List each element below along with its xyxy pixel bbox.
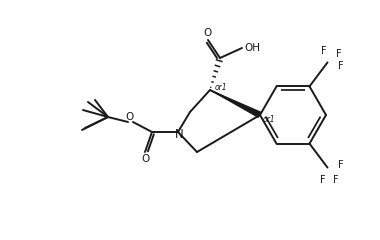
Text: O: O (126, 112, 134, 122)
Text: O: O (141, 154, 149, 164)
Text: F: F (338, 61, 343, 72)
Text: F: F (320, 174, 325, 185)
Polygon shape (210, 90, 261, 118)
Text: N: N (175, 127, 184, 140)
Text: O: O (204, 28, 212, 38)
Text: F: F (336, 49, 341, 60)
Text: F: F (321, 46, 326, 56)
Text: OH: OH (244, 43, 260, 53)
Text: or1: or1 (215, 83, 228, 91)
Text: F: F (332, 174, 338, 185)
Text: F: F (338, 160, 343, 170)
Text: or1: or1 (263, 115, 276, 125)
